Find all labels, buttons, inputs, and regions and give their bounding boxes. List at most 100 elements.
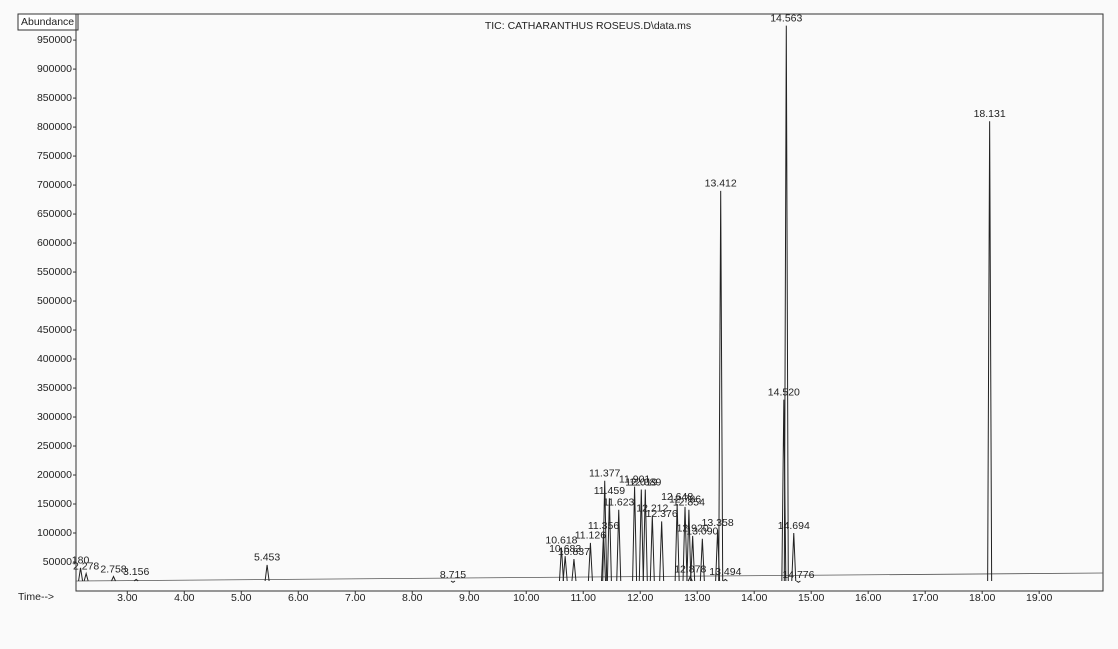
peak-label: 180 <box>72 555 90 567</box>
peak <box>686 509 692 582</box>
peak <box>674 504 680 582</box>
x-tick-label: 7.00 <box>345 592 366 604</box>
peak <box>78 567 84 582</box>
x-tick-label: 17.00 <box>912 592 938 604</box>
peak-label: 11.623 <box>603 497 634 509</box>
x-tick-label: 16.00 <box>855 592 881 604</box>
peak-label: 14.563 <box>770 12 802 24</box>
peak-label: 10.837 <box>558 546 590 558</box>
peak <box>781 399 787 582</box>
y-tick-label: 50000 <box>43 556 72 568</box>
y-tick-label: 300000 <box>37 411 72 423</box>
x-tick-label: 6.00 <box>288 592 309 604</box>
y-tick-label: 150000 <box>37 498 72 510</box>
y-tick-label: 600000 <box>37 237 72 249</box>
y-tick-label: 200000 <box>37 469 72 481</box>
x-tick-label: 9.00 <box>459 592 480 604</box>
peak <box>987 121 993 582</box>
peak-label: 14.520 <box>768 386 800 398</box>
x-tick-label: 19.00 <box>1026 592 1052 604</box>
y-tick-label: 400000 <box>37 353 72 365</box>
peak-label: 8.715 <box>440 569 466 581</box>
peak-label: 12.089 <box>629 476 661 488</box>
peak <box>558 547 564 582</box>
peak <box>562 556 568 582</box>
peak-label: 12.019 <box>625 476 657 488</box>
peak-label: 2.758 <box>100 563 126 575</box>
y-tick-label: 800000 <box>37 121 72 133</box>
x-tick-label: 12.00 <box>627 592 653 604</box>
ylabel-box <box>17 13 79 31</box>
peak <box>632 486 638 582</box>
peak-label: 11.377 <box>589 468 620 480</box>
peak <box>690 535 696 582</box>
peak <box>133 578 139 582</box>
y-axis-label: Abundance <box>21 16 74 28</box>
peak-label: 14.694 <box>778 520 810 532</box>
peak <box>587 542 593 582</box>
peak <box>111 575 116 582</box>
y-tick-label: 700000 <box>37 179 72 191</box>
peak <box>687 575 693 582</box>
peak <box>791 532 797 582</box>
x-tick-label: 8.00 <box>402 592 423 604</box>
peak <box>264 564 270 582</box>
chart-title: TIC: CATHARANTHUS ROSEUS.D\data.ms <box>485 20 691 32</box>
peak <box>83 571 89 582</box>
peak-label: 5.453 <box>254 552 280 564</box>
y-tick-label: 450000 <box>37 324 72 336</box>
peak-label: 3.156 <box>123 566 149 578</box>
x-tick-label: 14.00 <box>741 592 767 604</box>
peak-label: 13.358 <box>702 517 734 529</box>
y-tick-label: 950000 <box>37 34 72 46</box>
peak-label: 12.648 <box>661 491 693 503</box>
x-axis-label: Time--> <box>18 591 54 603</box>
x-tick-label: 10.00 <box>513 592 539 604</box>
peak <box>723 578 728 582</box>
x-tick-label: 18.00 <box>969 592 995 604</box>
y-tick-label: 550000 <box>37 266 72 278</box>
peak-label: 12.878 <box>674 563 706 575</box>
x-tick-label: 11.00 <box>570 592 596 604</box>
peak <box>718 190 724 582</box>
peak <box>606 498 612 582</box>
peak-label: 11.126 <box>575 530 606 542</box>
peak-label: 12.920 <box>677 523 709 535</box>
peak-label: 12.212 <box>636 502 668 514</box>
x-tick-label: 15.00 <box>798 592 824 604</box>
y-tick-label: 350000 <box>37 382 72 394</box>
peak-label: 18.131 <box>974 108 1006 120</box>
x-tick-label: 13.00 <box>684 592 710 604</box>
peak <box>616 509 622 582</box>
x-tick-label: 3.00 <box>117 592 138 604</box>
peak-label: 11.459 <box>594 485 625 497</box>
peak <box>783 25 789 582</box>
y-tick-label: 750000 <box>37 150 72 162</box>
peak-label: 10.618 <box>545 534 577 546</box>
y-tick-label: 250000 <box>37 440 72 452</box>
y-tick-label: 850000 <box>37 92 72 104</box>
peak-label: 2.278 <box>73 560 99 572</box>
peak-label: 12.376 <box>646 508 678 520</box>
peak-label: 13.412 <box>705 178 737 190</box>
peak <box>796 580 801 583</box>
y-tick-label: 900000 <box>37 63 72 75</box>
peak <box>571 559 577 582</box>
peak <box>649 515 655 582</box>
peak <box>699 538 705 582</box>
peak <box>450 580 456 583</box>
peak-label: 12.854 <box>673 497 705 509</box>
peak-label: 14.776 <box>782 569 814 581</box>
x-tick-label: 5.00 <box>231 592 252 604</box>
peak <box>642 489 648 582</box>
plot-frame <box>75 13 1104 592</box>
peak-label: 13.494 <box>709 566 741 578</box>
peak-label: 13.090 <box>686 526 718 538</box>
peak-label: 11.901 <box>619 473 650 485</box>
peak-label: 10.683 <box>549 543 581 555</box>
peak <box>682 506 688 582</box>
peak <box>602 480 608 582</box>
y-tick-label: 650000 <box>37 208 72 220</box>
peak <box>638 489 644 582</box>
